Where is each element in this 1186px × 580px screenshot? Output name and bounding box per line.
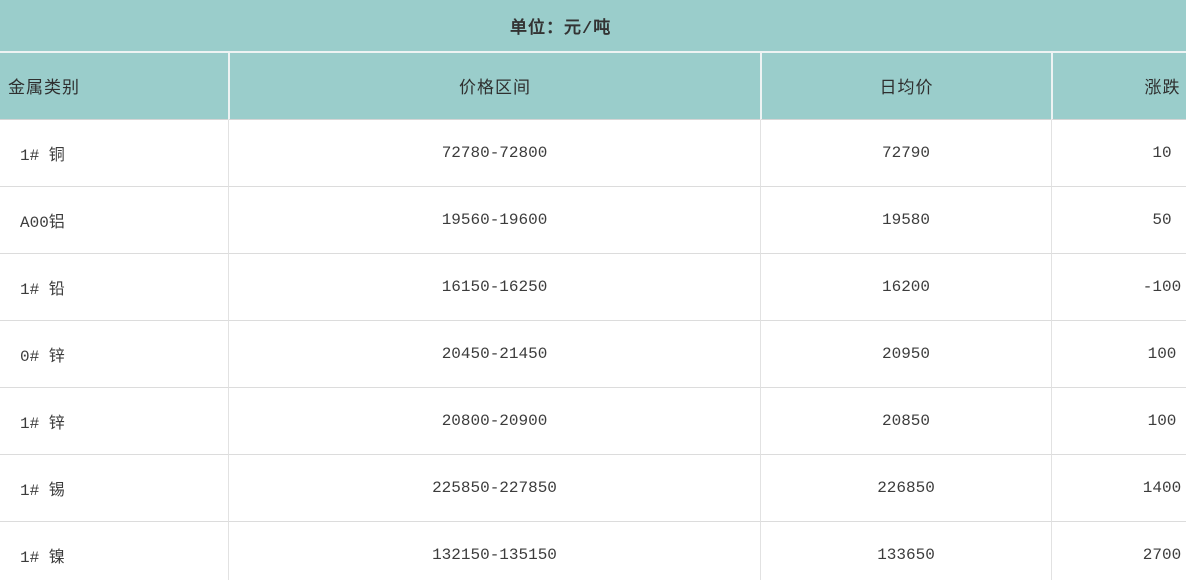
- cell-price-range: 19560-19600: [228, 187, 760, 254]
- cell-daily-avg: 226850: [760, 455, 1051, 522]
- cell-daily-avg: 133650: [760, 522, 1051, 580]
- cell-daily-avg: 20850: [760, 388, 1051, 455]
- unit-label: 单位：元/吨: [510, 19, 612, 39]
- table-row: 1# 锌 20800-20900 20850 100: [0, 388, 1186, 455]
- header-row: 金属类别 价格区间 日均价 涨跌: [0, 53, 1186, 120]
- cell-change: 10: [1051, 120, 1186, 187]
- cell-daily-avg: 72790: [760, 120, 1051, 187]
- cell-category: 1# 铅: [0, 254, 228, 321]
- cell-price-range: 72780-72800: [228, 120, 760, 187]
- cell-price-range: 20800-20900: [228, 388, 760, 455]
- table-row: 0# 锌 20450-21450 20950 100: [0, 321, 1186, 388]
- table-row: 1# 镍 132150-135150 133650 2700: [0, 522, 1186, 580]
- col-header-category: 金属类别: [0, 53, 228, 120]
- cell-category: A00铝: [0, 187, 228, 254]
- cell-change: 2700: [1051, 522, 1186, 580]
- cell-category: 1# 镍: [0, 522, 228, 580]
- cell-daily-avg: 16200: [760, 254, 1051, 321]
- cell-change: 100: [1051, 388, 1186, 455]
- col-header-price-range: 价格区间: [228, 53, 760, 120]
- table-row: A00铝 19560-19600 19580 50: [0, 187, 1186, 254]
- cell-change: 100: [1051, 321, 1186, 388]
- cell-change: 50: [1051, 187, 1186, 254]
- cell-change: -100: [1051, 254, 1186, 321]
- cell-category: 1# 锌: [0, 388, 228, 455]
- cell-price-range: 20450-21450: [228, 321, 760, 388]
- table-row: 1# 铜 72780-72800 72790 10: [0, 120, 1186, 187]
- col-header-daily-avg: 日均价: [760, 53, 1051, 120]
- table-row: 1# 铅 16150-16250 16200 -100: [0, 254, 1186, 321]
- cell-daily-avg: 19580: [760, 187, 1051, 254]
- table-row: 1# 锡 225850-227850 226850 1400: [0, 455, 1186, 522]
- col-header-change: 涨跌: [1051, 53, 1186, 120]
- cell-price-range: 132150-135150: [228, 522, 760, 580]
- cell-price-range: 16150-16250: [228, 254, 760, 321]
- cell-category: 1# 锡: [0, 455, 228, 522]
- unit-bar: 单位：元/吨: [0, 0, 1186, 53]
- cell-category: 1# 铜: [0, 120, 228, 187]
- metal-price-table: 金属类别 价格区间 日均价 涨跌 1# 铜 72780-72800 72790 …: [0, 53, 1186, 580]
- cell-category: 0# 锌: [0, 321, 228, 388]
- cell-change: 1400: [1051, 455, 1186, 522]
- cell-daily-avg: 20950: [760, 321, 1051, 388]
- cell-price-range: 225850-227850: [228, 455, 760, 522]
